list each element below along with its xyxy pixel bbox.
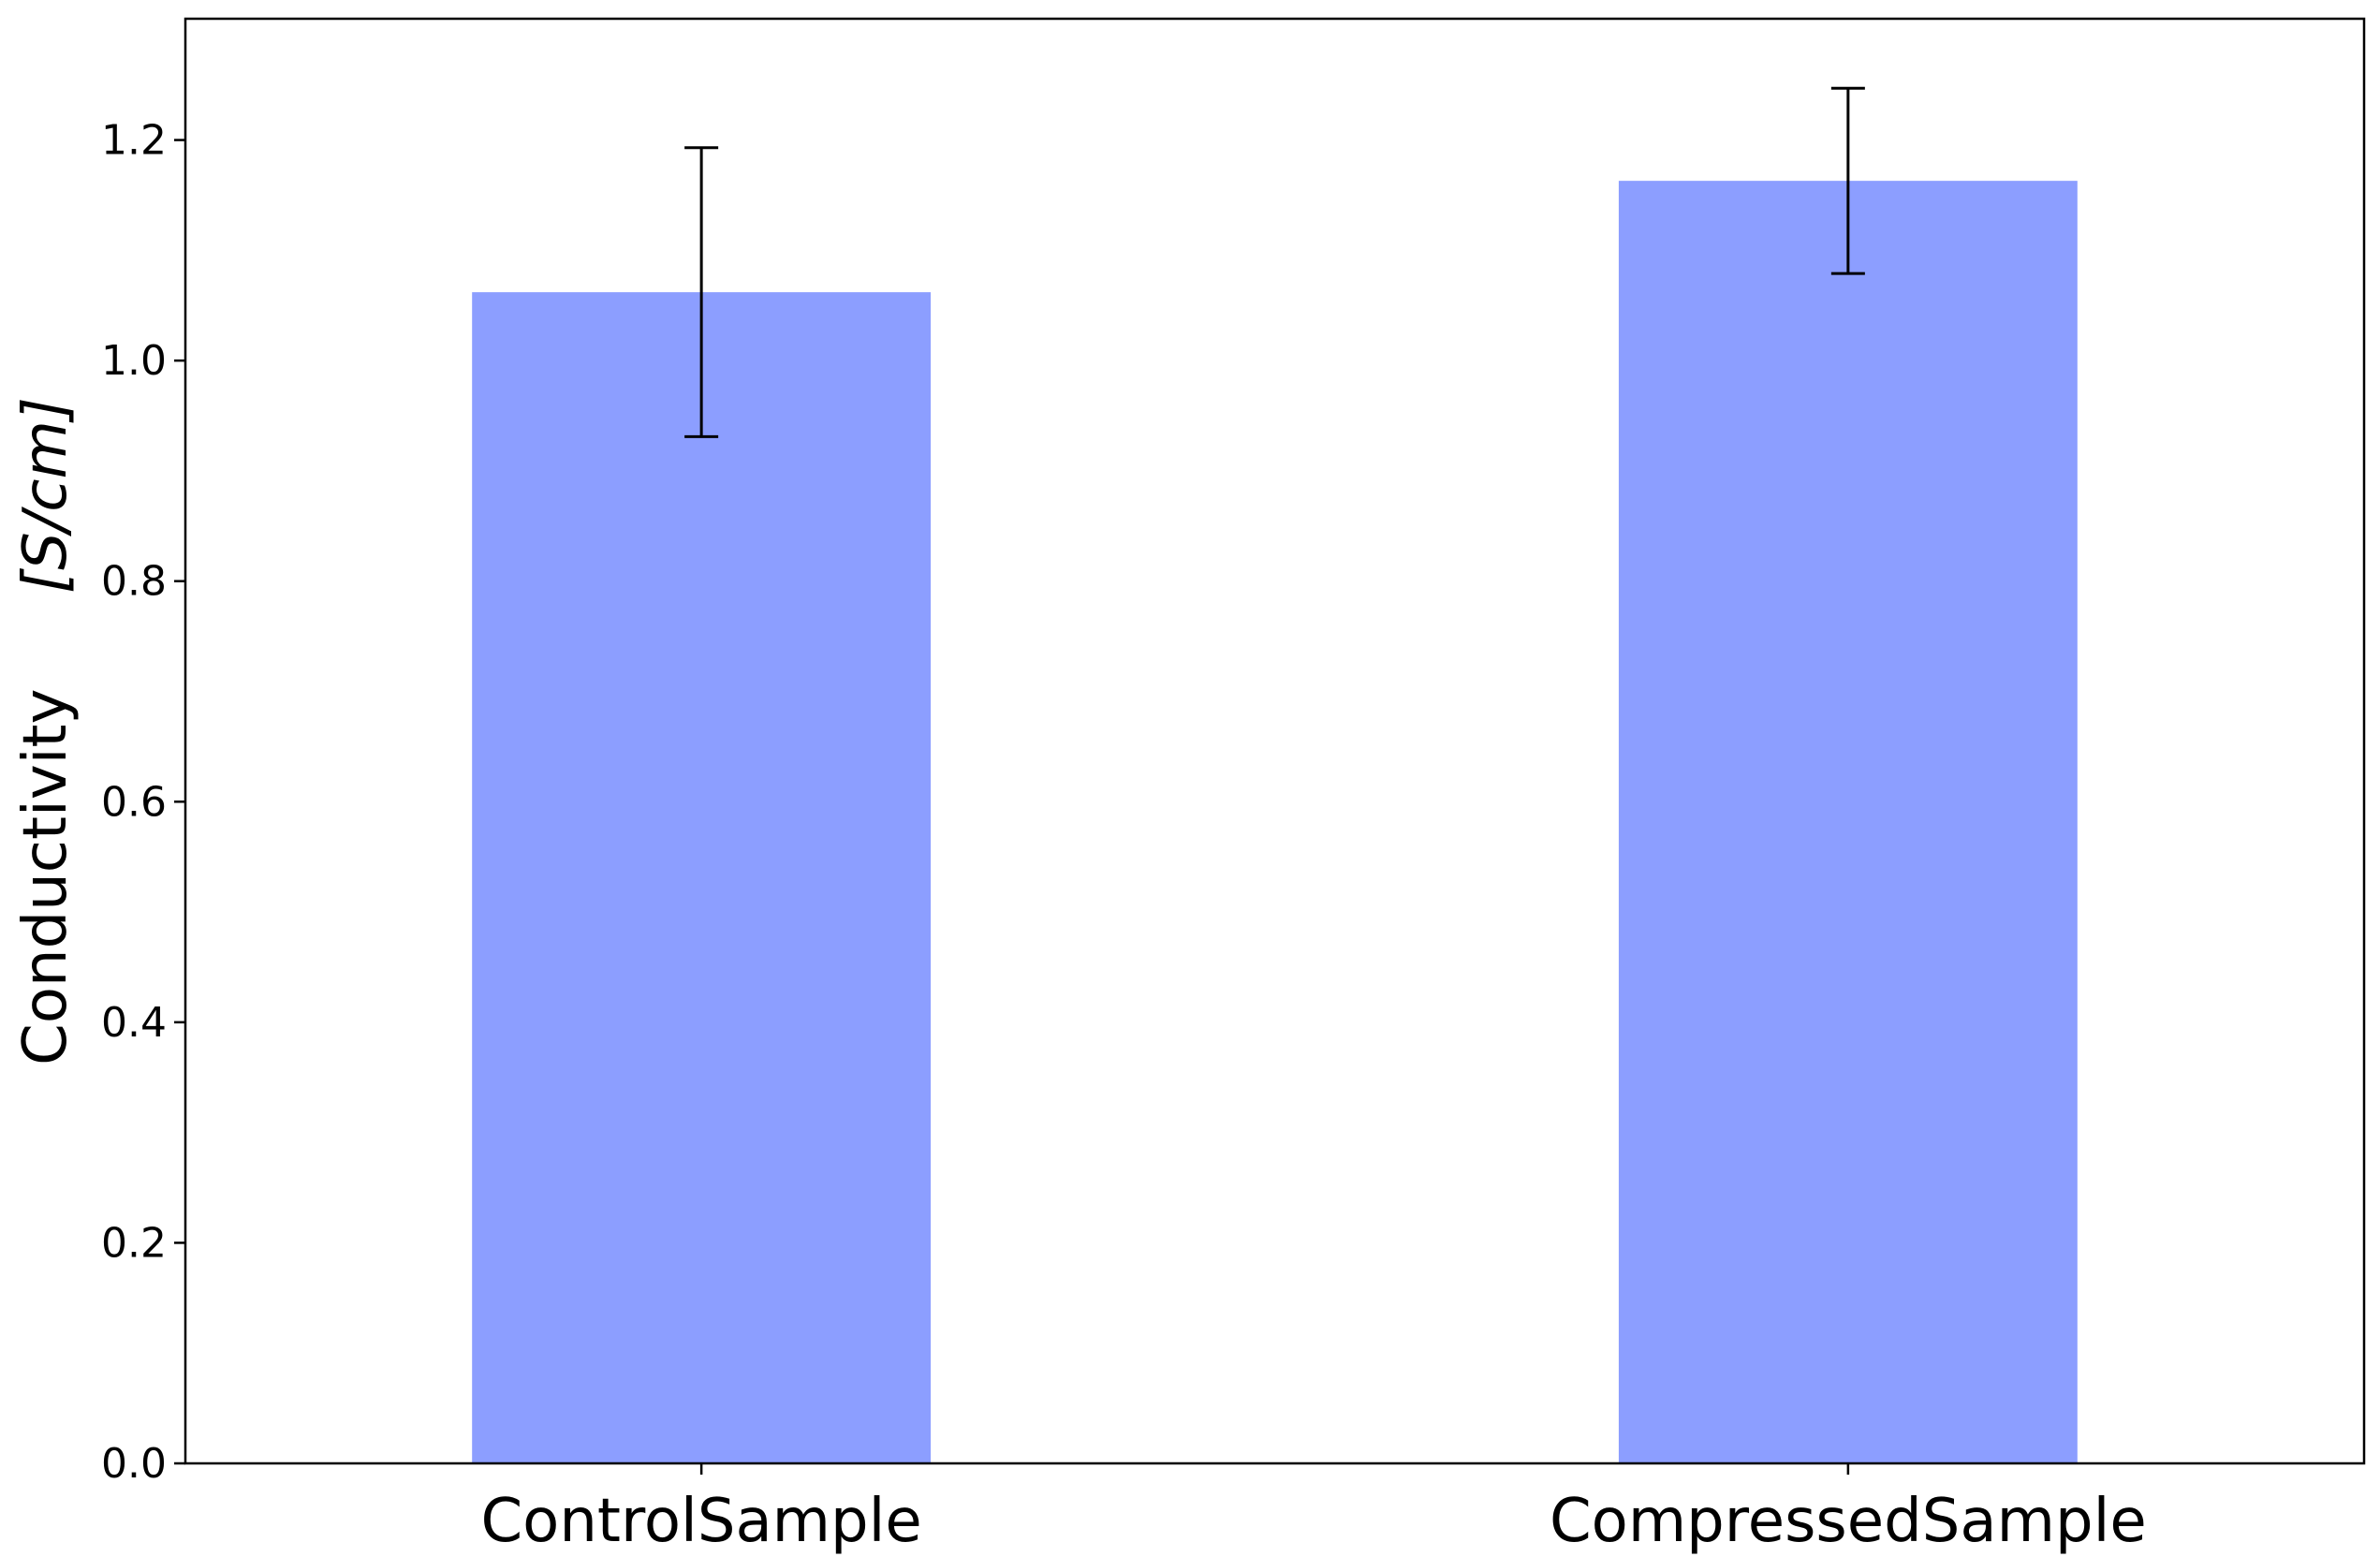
y-tick-label: 0.0	[101, 1440, 167, 1488]
bar-ControlSample	[472, 292, 932, 1464]
bar-CompressedSample	[1618, 181, 2078, 1464]
y-tick-label: 0.2	[101, 1219, 167, 1267]
y-axis-title: Conductivity [S/cm]	[11, 397, 81, 1065]
y-axis-ticks: 0.0 0.2 0.4 0.6 0.8 1.0 1.2	[101, 117, 185, 1488]
y-tick-label: 1.2	[101, 117, 167, 165]
error-bar-ControlSample	[684, 146, 719, 438]
y-axis-title-spacer	[11, 612, 81, 669]
x-tick-label: ControlSample	[480, 1487, 921, 1556]
y-tick-label: 0.4	[101, 999, 167, 1047]
y-axis-title-unit: [S/cm]	[11, 397, 81, 594]
error-bar-CompressedSample	[1830, 86, 1865, 275]
y-axis-title-text: Conductivity	[11, 689, 81, 1065]
y-tick-label: 1.0	[101, 337, 167, 385]
error-bars-group	[684, 86, 1865, 438]
plot-frame	[184, 17, 2366, 1465]
y-tick-label: 0.6	[101, 778, 167, 826]
bars-group	[472, 181, 2078, 1464]
x-axis-ticks: ControlSample CompressedSample	[480, 1463, 2147, 1556]
y-tick-label: 0.8	[101, 558, 167, 606]
x-tick-label: CompressedSample	[1550, 1487, 2147, 1556]
